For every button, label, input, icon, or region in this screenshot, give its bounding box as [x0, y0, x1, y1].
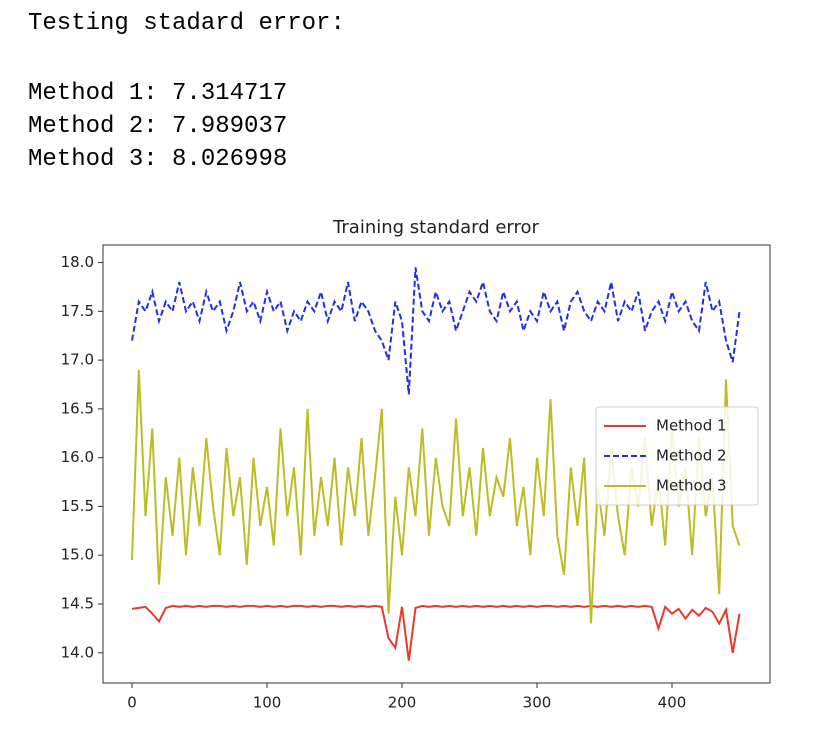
x-tick-label: 0: [127, 694, 137, 712]
legend-label: Method 1: [656, 417, 727, 435]
y-tick-label: 17.0: [61, 351, 94, 369]
output-line: Method 2: 7.989037: [28, 113, 288, 140]
legend-label: Method 3: [656, 477, 727, 495]
series-line: [131, 604, 741, 661]
legend-box: [595, 406, 759, 506]
y-tick-label: 15.0: [61, 546, 94, 564]
output-line: Method 1: 7.314717: [28, 80, 288, 107]
series-line: [131, 267, 741, 395]
x-tick-label: 300: [523, 694, 552, 712]
y-tick-label: 17.5: [61, 302, 94, 320]
plot-frame: [102, 244, 771, 684]
series-line: [131, 369, 741, 624]
chart-title: Training standard error: [332, 217, 539, 238]
output-line: Testing stadard error:: [28, 10, 345, 37]
x-tick-label: 100: [253, 694, 282, 712]
y-tick-label: 18.0: [61, 253, 94, 271]
x-tick-label: 400: [658, 694, 687, 712]
output-line: Method 3: 8.026998: [28, 146, 288, 173]
y-tick-label: 16.5: [61, 399, 94, 417]
y-tick-label: 16.0: [61, 448, 94, 466]
y-tick-label: 15.5: [61, 497, 94, 515]
legend-label: Method 2: [656, 447, 727, 465]
y-tick-label: 14.0: [61, 643, 94, 661]
y-tick-label: 14.5: [61, 594, 94, 612]
x-tick-label: 200: [388, 694, 417, 712]
